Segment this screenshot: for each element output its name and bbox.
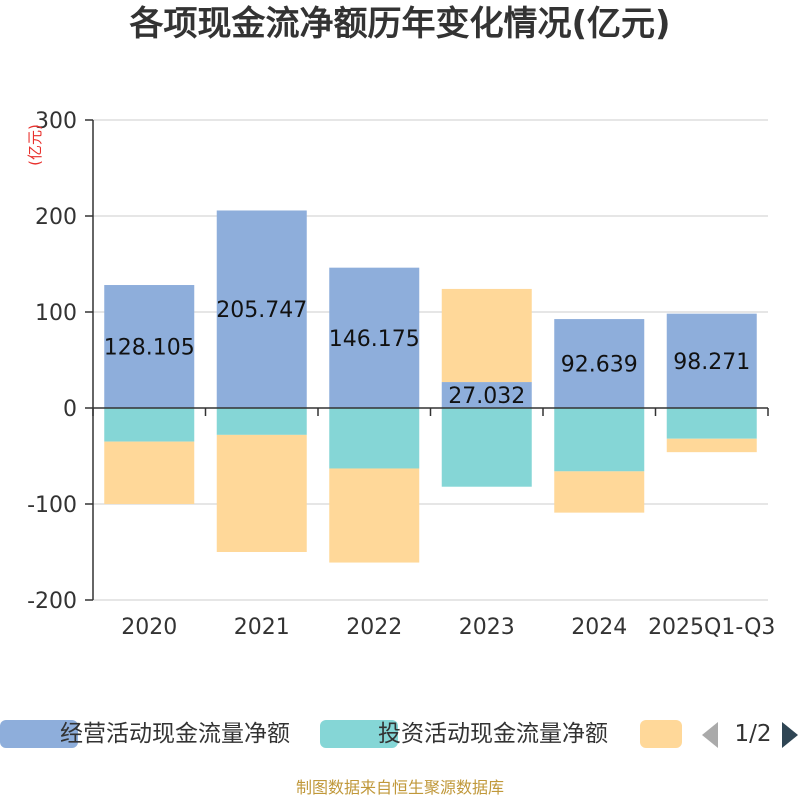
bar-operating bbox=[666, 313, 757, 408]
legend-swatch-investing bbox=[320, 720, 398, 748]
legend-page-indicator: 1/2 bbox=[734, 721, 772, 747]
y-tick-label: 200 bbox=[35, 205, 77, 230]
bar-operating bbox=[329, 267, 420, 408]
bar-financing bbox=[104, 441, 195, 504]
bar-operating bbox=[441, 382, 532, 408]
data-label: 146.175 bbox=[329, 327, 420, 352]
data-label: 27.032 bbox=[448, 384, 525, 409]
legend-prev-page-icon[interactable] bbox=[702, 722, 718, 748]
x-tick-label: 2021 bbox=[234, 615, 290, 640]
bar-operating bbox=[554, 319, 645, 408]
legend-label-operating: 经营活动现金流量净额 bbox=[60, 721, 290, 747]
bar-investing bbox=[216, 408, 307, 435]
bar-investing bbox=[666, 408, 757, 439]
x-tick-label: 2025Q1-Q3 bbox=[648, 615, 775, 640]
legend-next-page-icon[interactable] bbox=[782, 722, 798, 748]
y-tick-label: 300 bbox=[35, 109, 77, 134]
x-tick-label: 2023 bbox=[459, 615, 515, 640]
bar-financing bbox=[441, 288, 532, 383]
bar-operating bbox=[216, 210, 307, 408]
y-tick-label: -100 bbox=[27, 493, 77, 518]
bar-financing bbox=[666, 438, 757, 453]
bar-investing bbox=[554, 408, 645, 472]
bar-investing bbox=[104, 408, 195, 442]
legend-swatch-operating bbox=[0, 720, 78, 748]
y-tick-label: -200 bbox=[27, 589, 77, 614]
data-source-note: 制图数据来自恒生聚源数据库 bbox=[295, 778, 504, 797]
x-tick-label: 2020 bbox=[121, 615, 177, 640]
legend: 经营活动现金流量净额 投资活动现金流量净额 bbox=[0, 712, 800, 756]
data-label: 92.639 bbox=[561, 353, 638, 378]
data-label: 98.271 bbox=[673, 350, 750, 375]
data-label: 205.747 bbox=[216, 298, 307, 323]
bar-investing bbox=[329, 408, 420, 469]
y-axis-unit: (亿元) bbox=[26, 124, 44, 166]
x-tick-label: 2024 bbox=[571, 615, 627, 640]
data-label: 128.105 bbox=[104, 336, 195, 361]
y-tick-label: 100 bbox=[35, 301, 77, 326]
y-tick-label: 0 bbox=[63, 397, 77, 422]
bar-financing bbox=[216, 434, 307, 552]
x-tick-label: 2022 bbox=[346, 615, 402, 640]
bar-investing bbox=[441, 408, 532, 487]
bar-financing bbox=[554, 471, 645, 513]
chart-title: 各项现金流净额历年变化情况(亿元) bbox=[129, 4, 671, 44]
legend-swatch-financing bbox=[640, 720, 682, 748]
bar-financing bbox=[329, 468, 420, 563]
bar-operating bbox=[104, 285, 195, 408]
legend-label-investing: 投资活动现金流量净额 bbox=[378, 721, 608, 747]
